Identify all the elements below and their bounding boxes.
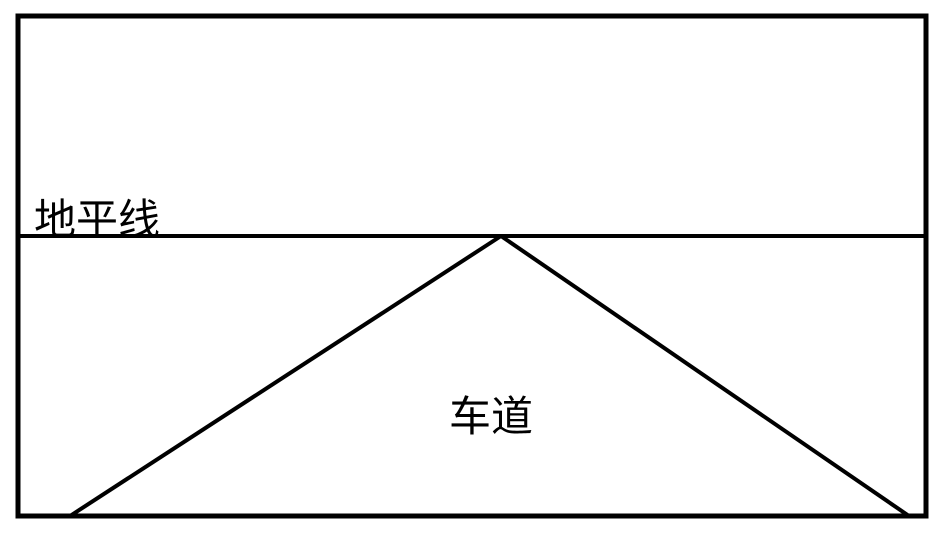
lane-label: 车道 — [449, 383, 533, 444]
diagram-stage: 地平线 车道 — [0, 0, 944, 537]
lane-edge-left — [70, 236, 501, 516]
diagram-svg — [0, 0, 944, 537]
lane-edge-right — [501, 236, 909, 516]
horizon-label: 地平线 — [34, 186, 160, 247]
